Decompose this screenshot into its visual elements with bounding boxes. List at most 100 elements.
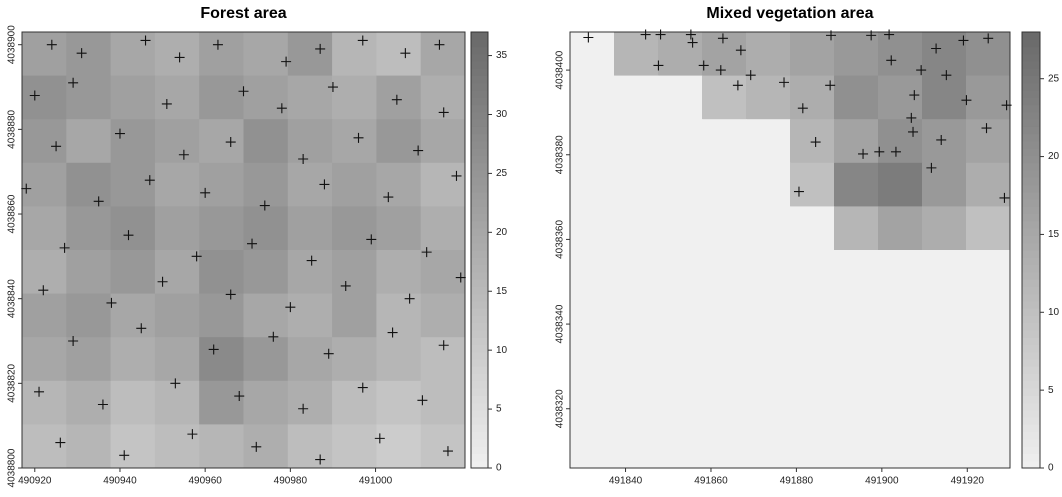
tree-point	[685, 29, 696, 40]
colorbar-step	[1022, 322, 1040, 331]
colorbar-tick-label: 20	[496, 227, 508, 238]
colorbar-step	[471, 438, 488, 447]
raster-cell	[834, 380, 879, 425]
colorbar-step	[471, 257, 488, 266]
tree-point	[413, 145, 424, 156]
raster-cell	[834, 32, 879, 77]
tree-point	[886, 55, 897, 66]
raster-cell	[614, 250, 659, 295]
tree-point	[268, 331, 279, 342]
raster-cell	[790, 162, 835, 207]
raster-cell	[332, 250, 377, 295]
tree-point	[884, 29, 895, 40]
raster-cell	[199, 337, 244, 382]
raster-cell	[614, 206, 659, 251]
colorbar-step	[471, 293, 488, 302]
raster-cell	[834, 162, 879, 207]
y-tick-label: 4038400	[555, 50, 566, 89]
raster-cell	[110, 162, 156, 207]
raster-cell	[966, 293, 1011, 338]
tree-point	[123, 230, 134, 241]
tree-point	[810, 137, 821, 148]
tree-point	[114, 128, 125, 139]
raster-cell	[878, 75, 923, 120]
colorbar-step	[1022, 199, 1040, 207]
raster-cell	[243, 250, 289, 295]
tree-point	[319, 179, 330, 190]
colorbar-step	[1022, 250, 1040, 258]
raster-cell	[332, 380, 377, 425]
raster-cell	[332, 162, 377, 207]
colorbar-step	[1022, 191, 1040, 200]
x-tick-label: 490980	[274, 476, 308, 487]
tree-point	[315, 454, 326, 465]
raster-cell	[110, 75, 156, 120]
colorbar-step	[1022, 402, 1040, 411]
tree-point	[421, 247, 432, 258]
tree-point	[323, 348, 334, 359]
colorbar-step	[1022, 104, 1040, 113]
raster-cell	[790, 293, 835, 338]
raster-cell	[420, 293, 466, 338]
tree-point	[936, 134, 947, 145]
raster-cell	[199, 424, 244, 469]
raster-cell	[332, 424, 377, 469]
tree-point	[353, 132, 364, 143]
colorbar-step	[471, 206, 488, 215]
tree-point	[21, 183, 32, 194]
tree-point	[906, 112, 917, 123]
raster-cell	[966, 162, 1011, 207]
colorbar-step	[1022, 409, 1040, 418]
colorbar-step	[1022, 300, 1040, 309]
raster-cell	[834, 75, 879, 120]
colorbar-step	[1022, 177, 1040, 186]
colorbar-tick-label: 20	[1048, 151, 1060, 162]
raster-cell	[420, 75, 466, 120]
colorbar-step	[1022, 417, 1040, 425]
tree-point	[212, 39, 223, 50]
colorbar-step	[1022, 373, 1040, 382]
colorbar-step	[471, 279, 488, 287]
raster-cell	[966, 250, 1011, 295]
colorbar-step	[471, 322, 488, 331]
raster-cell	[420, 32, 466, 77]
raster-cell	[702, 119, 747, 164]
colorbar-step	[471, 417, 488, 425]
raster-cell	[570, 380, 615, 425]
raster-cell	[966, 337, 1011, 382]
y-tick-label: 4038380	[555, 135, 566, 174]
colorbar-step	[1022, 271, 1040, 280]
raster-cell	[22, 380, 67, 425]
raster-cell	[834, 337, 879, 382]
raster-cell	[746, 250, 791, 295]
colorbar-step	[471, 191, 488, 200]
raster-cell	[966, 206, 1011, 251]
raster-cell	[376, 380, 422, 425]
colorbar-tick-label: 25	[496, 168, 508, 179]
y-tick-label: 4038340	[555, 304, 566, 343]
colorbar-step	[1022, 438, 1040, 447]
raster-cell	[614, 380, 659, 425]
colorbar-step	[471, 90, 488, 98]
raster-cell	[922, 119, 967, 164]
tree-point	[298, 403, 309, 414]
raster-cell	[22, 250, 67, 295]
colorbar-tick-label: 30	[496, 109, 508, 120]
panel-title: Mixed vegetation area	[706, 5, 873, 22]
raster-cell	[790, 32, 835, 77]
colorbar-step	[471, 199, 488, 207]
tree-point	[793, 186, 804, 197]
raster-cell	[420, 380, 466, 425]
tree-point	[357, 382, 368, 393]
colorbar-step	[1022, 228, 1040, 236]
colorbar-step	[1022, 351, 1040, 360]
tree-point	[298, 153, 309, 164]
colorbar-step	[1022, 257, 1040, 266]
raster-cell	[22, 119, 67, 164]
colorbar-step	[471, 46, 488, 55]
raster-cell	[702, 293, 747, 338]
colorbar-step	[471, 359, 488, 367]
raster-cell	[702, 380, 747, 425]
tree-point	[890, 146, 901, 157]
colorbar-step	[1022, 286, 1040, 295]
